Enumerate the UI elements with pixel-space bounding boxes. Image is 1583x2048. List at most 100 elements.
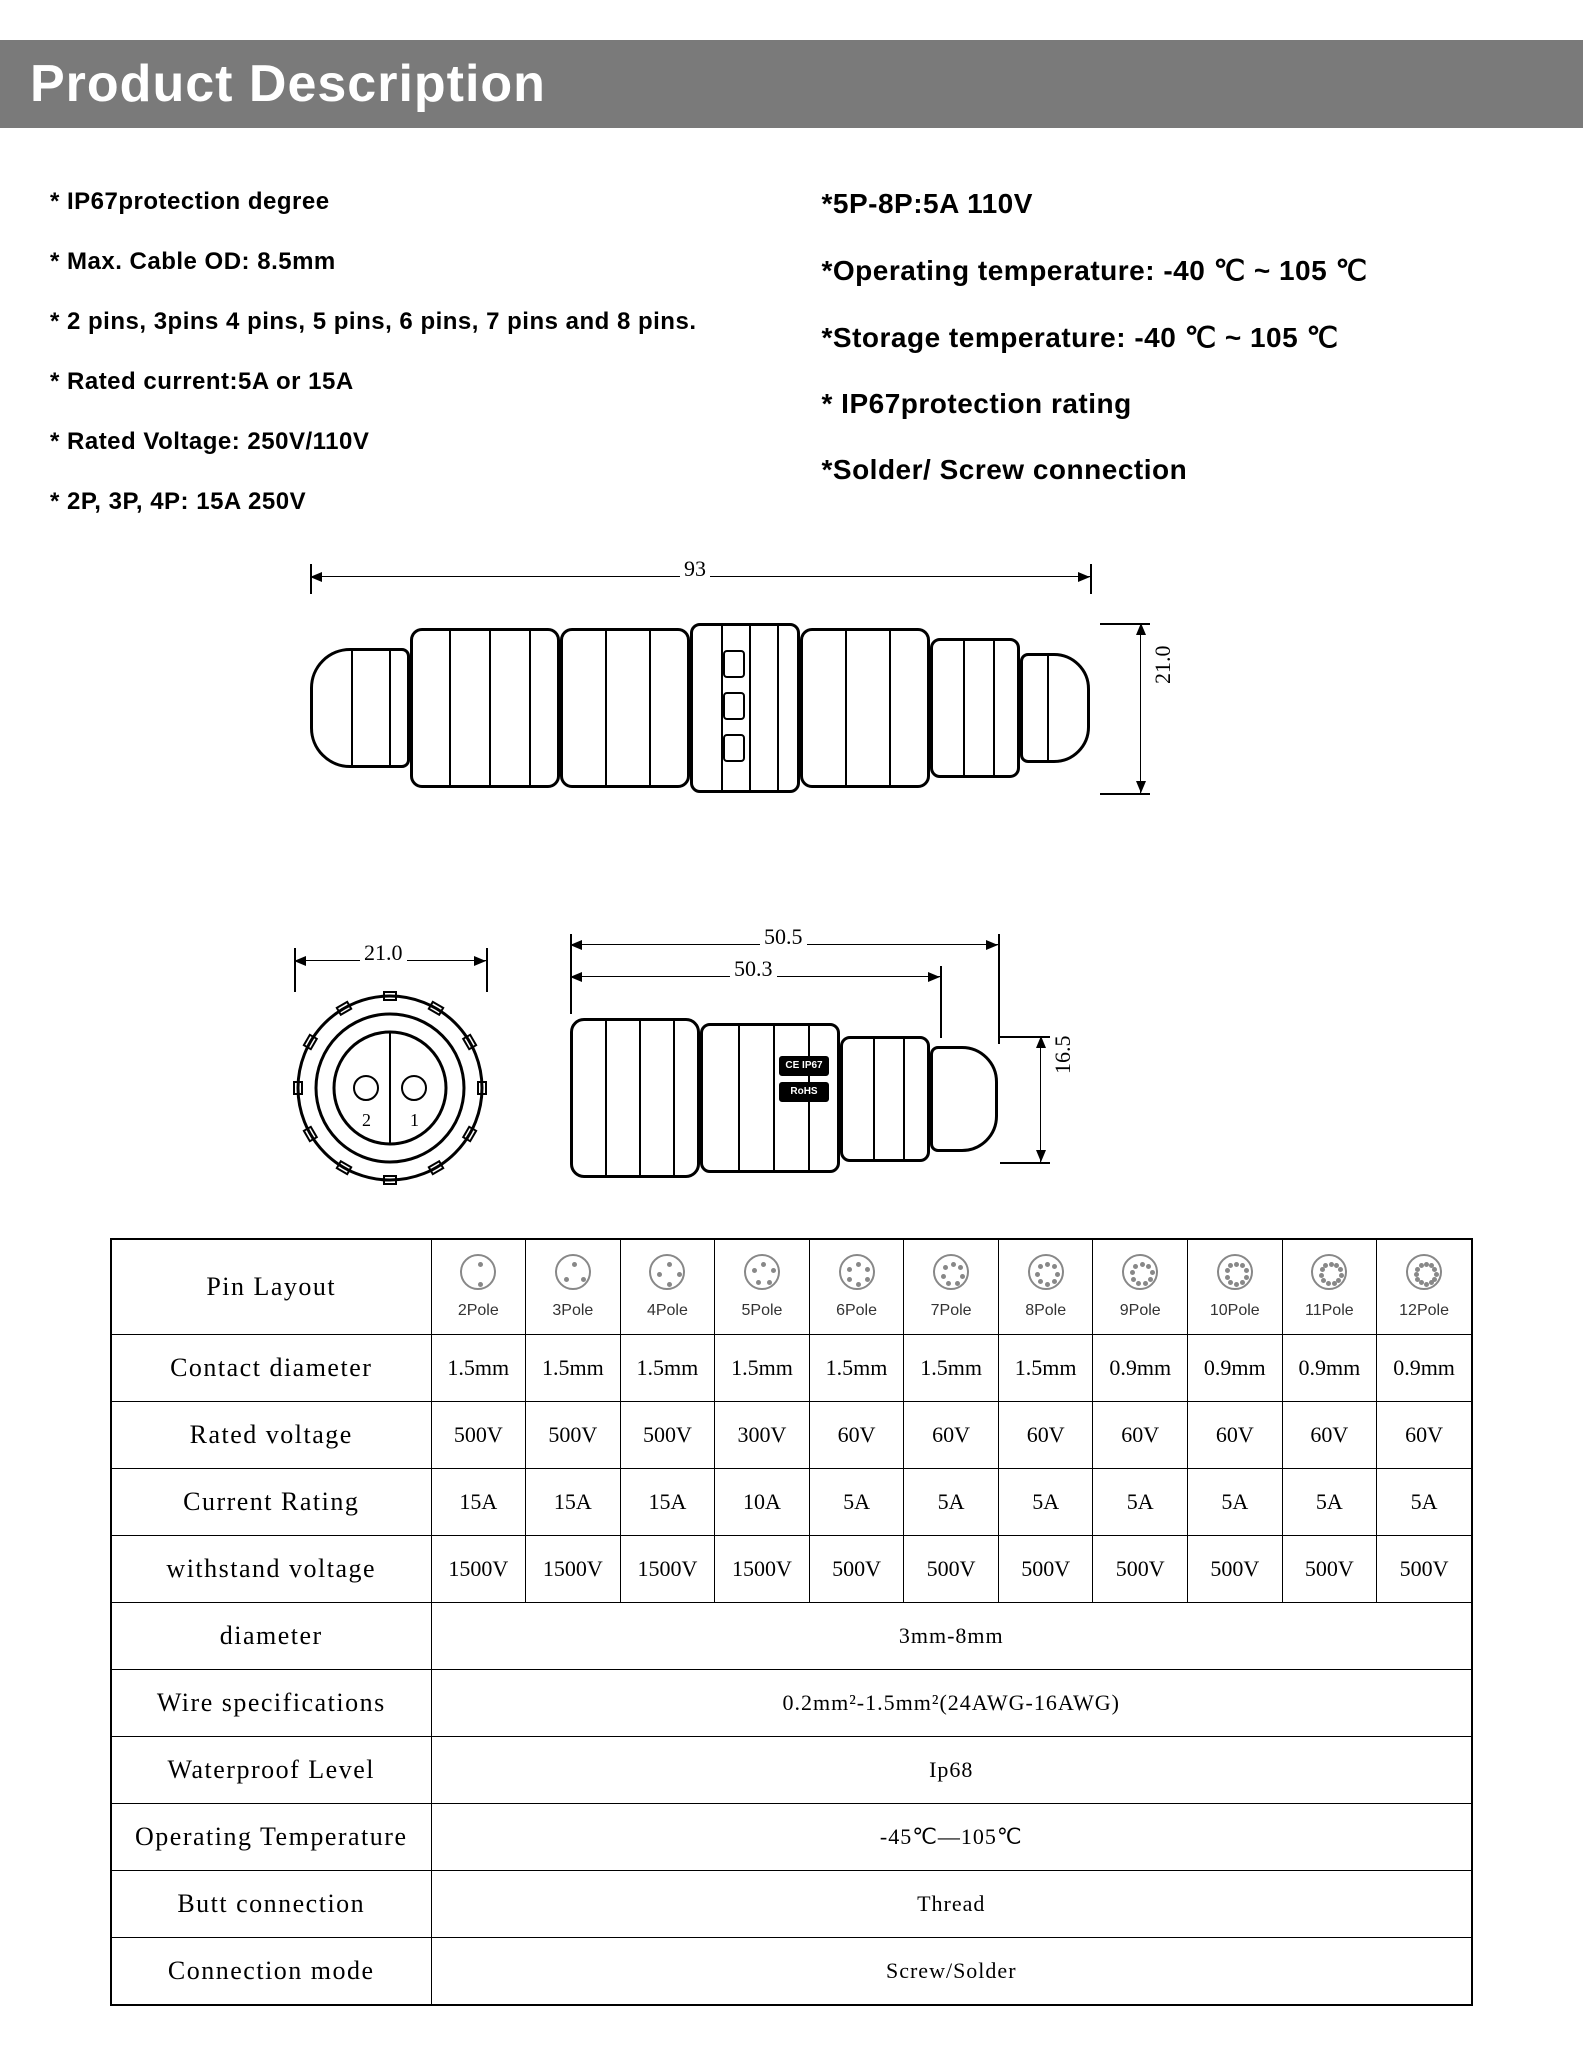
merged-cell: Screw/Solder — [431, 1938, 1472, 2006]
cell: 0.9mm — [1282, 1335, 1377, 1402]
pole-label: 9Pole — [1097, 1302, 1183, 1320]
plug-body: CE IP67 RoHS — [700, 1023, 840, 1173]
cell: 60V — [1377, 1402, 1472, 1469]
cell: 5A — [809, 1469, 904, 1536]
cell-pole-icon: 10Pole — [1188, 1239, 1283, 1335]
pole-label: 5Pole — [719, 1302, 805, 1320]
pole-icon — [649, 1254, 685, 1290]
row-label: Operating Temperature — [111, 1804, 431, 1871]
dim-len2-label: 50.3 — [730, 956, 777, 982]
cell: 5A — [1188, 1469, 1283, 1536]
cell: 15A — [526, 1469, 621, 1536]
cell: 1.5mm — [431, 1335, 526, 1402]
cell: 500V — [431, 1402, 526, 1469]
cell: 15A — [431, 1469, 526, 1536]
cell: 1500V — [431, 1536, 526, 1603]
cell: 1.5mm — [715, 1335, 810, 1402]
cell: 500V — [1377, 1536, 1472, 1603]
table-row: Operating Temperature-45℃—105℃ — [111, 1804, 1472, 1871]
merged-cell: Ip68 — [431, 1737, 1472, 1804]
pole-label: 3Pole — [530, 1302, 616, 1320]
cell: 0.9mm — [1093, 1335, 1188, 1402]
cell: 0.9mm — [1188, 1335, 1283, 1402]
spec-table-wrap: Pin Layout2Pole3Pole4Pole5Pole6Pole7Pole… — [0, 1238, 1583, 2046]
cell: 500V — [809, 1536, 904, 1603]
plug-tip — [930, 1046, 998, 1152]
cell: 5A — [1093, 1469, 1188, 1536]
pole-icon — [1217, 1254, 1253, 1290]
cell: 500V — [1093, 1536, 1188, 1603]
pole-icon — [839, 1254, 875, 1290]
table-row: Pin Layout2Pole3Pole4Pole5Pole6Pole7Pole… — [111, 1239, 1472, 1335]
pole-icon — [933, 1254, 969, 1290]
spec-line: *Operating temperature: -40 ℃ ~ 105 ℃ — [822, 254, 1534, 287]
plug-sleeve — [840, 1036, 930, 1162]
cell: 500V — [620, 1402, 715, 1469]
specs-right-column: *5P-8P:5A 110V*Operating temperature: -4… — [822, 188, 1534, 548]
pole-icon — [1311, 1254, 1347, 1290]
pole-label: 7Pole — [908, 1302, 994, 1320]
row-label: Butt connection — [111, 1871, 431, 1938]
connector-nut-left — [410, 628, 560, 788]
spec-line: * IP67protection rating — [822, 388, 1534, 420]
table-row: Connection modeScrew/Solder — [111, 1938, 1472, 2006]
cell-pole-icon: 8Pole — [998, 1239, 1093, 1335]
table-row: Waterproof LevelIp68 — [111, 1737, 1472, 1804]
cell: 60V — [1188, 1402, 1283, 1469]
pole-label: 2Pole — [436, 1302, 522, 1320]
cell: 1500V — [620, 1536, 715, 1603]
connector-nut-right — [930, 638, 1020, 778]
table-row: Wire specifications0.2mm²-1.5mm²(24AWG-1… — [111, 1670, 1472, 1737]
spec-line: *Solder/ Screw connection — [822, 454, 1534, 486]
page-title: Product Description — [30, 55, 546, 113]
svg-text:2: 2 — [362, 1110, 371, 1130]
cell: 1500V — [526, 1536, 621, 1603]
table-row: Rated voltage500V500V500V300V60V60V60V60… — [111, 1402, 1472, 1469]
row-label: Current Rating — [111, 1469, 431, 1536]
cell: 300V — [715, 1402, 810, 1469]
table-row: Current Rating15A15A15A10A5A5A5A5A5A5A5A — [111, 1469, 1472, 1536]
table-row: Contact diameter1.5mm1.5mm1.5mm1.5mm1.5m… — [111, 1335, 1472, 1402]
table-row: withstand voltage1500V1500V1500V1500V500… — [111, 1536, 1472, 1603]
specs-left-column: * IP67protection degree* Max. Cable OD: … — [50, 188, 762, 548]
cell-pole-icon: 3Pole — [526, 1239, 621, 1335]
cell: 15A — [620, 1469, 715, 1536]
cell: 60V — [809, 1402, 904, 1469]
dim-face-label: 21.0 — [360, 940, 407, 966]
cell-pole-icon: 2Pole — [431, 1239, 526, 1335]
cell: 1.5mm — [526, 1335, 621, 1402]
cell: 1.5mm — [809, 1335, 904, 1402]
connector-gland-left — [310, 648, 410, 768]
cell: 5A — [904, 1469, 999, 1536]
connector-body-1 — [560, 628, 690, 788]
pole-icon — [1028, 1254, 1064, 1290]
dim-height-label: 21.0 — [1150, 642, 1176, 689]
cell-pole-icon: 6Pole — [809, 1239, 904, 1335]
cell: 1.5mm — [620, 1335, 715, 1402]
row-label: Wire specifications — [111, 1670, 431, 1737]
cell: 500V — [526, 1402, 621, 1469]
row-label: withstand voltage — [111, 1536, 431, 1603]
row-label: Rated voltage — [111, 1402, 431, 1469]
cell-pole-icon: 12Pole — [1377, 1239, 1472, 1335]
merged-cell: Thread — [431, 1871, 1472, 1938]
cell: 500V — [904, 1536, 999, 1603]
dim-width-label: 93 — [680, 556, 710, 582]
diagram-area: 93 — [0, 568, 1583, 1208]
connector-gland-right — [1020, 653, 1090, 763]
pole-label: 10Pole — [1192, 1302, 1278, 1320]
cell: 1.5mm — [998, 1335, 1093, 1402]
svg-text:1: 1 — [410, 1110, 419, 1130]
row-label: diameter — [111, 1603, 431, 1670]
spec-line: * Rated current:5A or 15A — [50, 368, 762, 396]
dim-height-line — [1140, 623, 1141, 793]
cell-pole-icon: 7Pole — [904, 1239, 999, 1335]
spec-line: * Max. Cable OD: 8.5mm — [50, 248, 762, 276]
merged-cell: -45℃—105℃ — [431, 1804, 1472, 1871]
cell: 1500V — [715, 1536, 810, 1603]
cell-pole-icon: 9Pole — [1093, 1239, 1188, 1335]
pole-label: 6Pole — [814, 1302, 900, 1320]
cell-pole-icon: 5Pole — [715, 1239, 810, 1335]
spec-line: * 2 pins, 3pins 4 pins, 5 pins, 6 pins, … — [50, 308, 762, 336]
connector-face: 2 1 — [290, 988, 490, 1188]
